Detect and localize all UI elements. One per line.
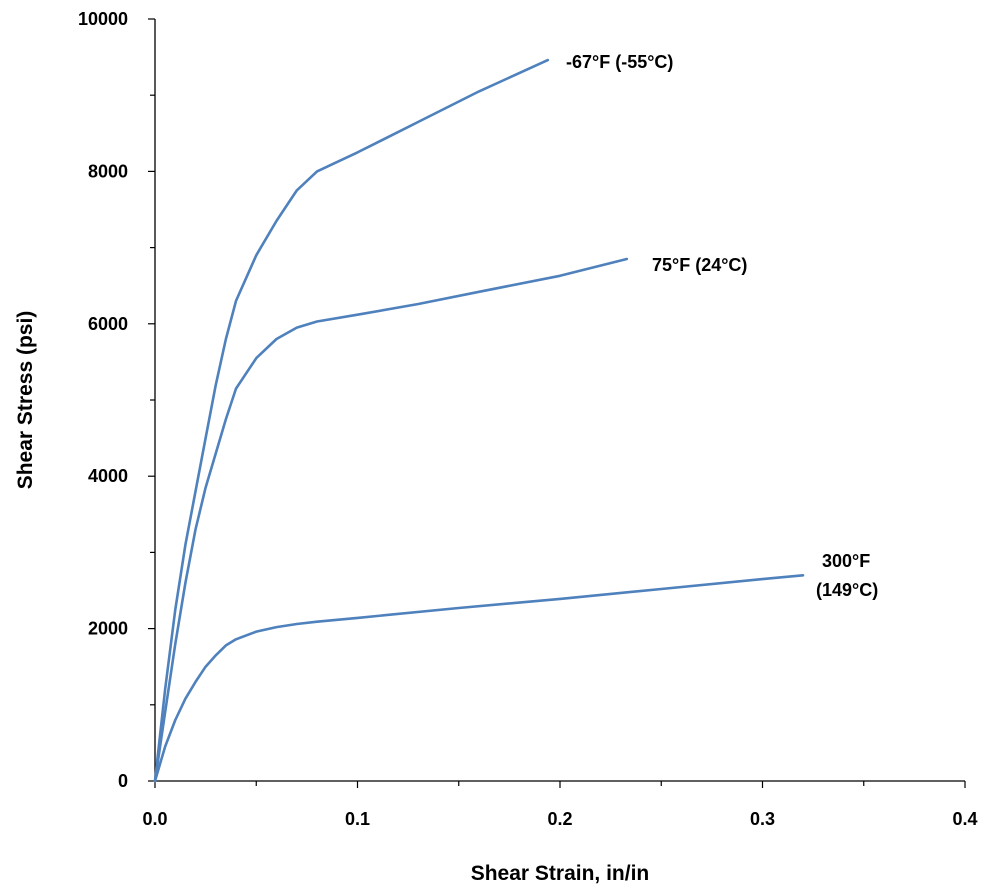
plot-area [153, 58, 805, 783]
y-tick-label: 8000 [88, 161, 128, 181]
x-tick-label: 0.0 [142, 809, 167, 829]
series-line-1 [153, 257, 629, 783]
series-label-300f-line2: (149°C) [816, 580, 878, 600]
y-tick-label: 0 [118, 771, 128, 791]
series-label-300f-line1: 300°F [822, 551, 870, 571]
x-axis-title: Shear Strain, in/in [471, 862, 650, 885]
y-tick-label: 6000 [88, 314, 128, 334]
y-tick-label: 2000 [88, 619, 128, 639]
series-label-minus-67f: -67°F (-55°C) [566, 52, 673, 72]
axes [154, 19, 965, 782]
series-label-75f: 75°F (24°C) [652, 255, 747, 275]
series-line-0 [153, 58, 550, 783]
series-labels: -67°F (-55°C) 75°F (24°C) 300°F (149°C) [566, 52, 878, 600]
x-tick-label: 0.1 [345, 809, 370, 829]
series-line-2 [153, 574, 805, 783]
x-tick-label: 0.4 [952, 809, 977, 829]
tick-labels: 0.0 0.1 0.2 0.3 0.4 0 2000 4000 6000 8000 10000 [78, 9, 978, 829]
y-tick-label: 4000 [88, 466, 128, 486]
y-axis-title: Shear Stress (psi) [14, 311, 37, 490]
x-tick-label: 0.3 [750, 809, 775, 829]
ticks [148, 18, 966, 788]
x-tick-label: 0.2 [547, 809, 572, 829]
y-tick-label: 10000 [78, 9, 128, 29]
